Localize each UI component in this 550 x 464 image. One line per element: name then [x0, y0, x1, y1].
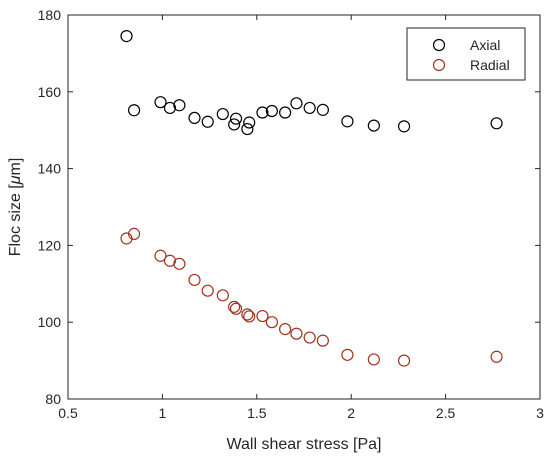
radial-point	[316, 334, 329, 347]
legend-box	[406, 27, 526, 81]
x-axis-label: Wall shear stress [Pa]	[226, 436, 381, 453]
x-tick-label: 2	[347, 405, 355, 421]
radial-point	[265, 316, 279, 329]
axial-point	[154, 96, 167, 109]
data-points	[120, 30, 503, 367]
radial-point	[241, 308, 254, 321]
radial-point	[243, 310, 256, 323]
axial-point	[120, 30, 133, 43]
axial-point	[290, 97, 303, 110]
series-radial	[120, 227, 503, 367]
y-tick-label: 140	[38, 161, 62, 177]
axial-point	[229, 112, 243, 125]
y-tick-label: 160	[38, 84, 62, 100]
axial-point	[303, 101, 316, 115]
y-tick-label: 80	[45, 391, 61, 407]
radial-point	[127, 227, 141, 240]
axial-point	[243, 116, 256, 129]
radial-point	[201, 284, 214, 297]
axial-point	[188, 111, 201, 125]
axial-point	[201, 115, 214, 128]
radial-point	[216, 289, 229, 302]
legend-label-axial: Axial	[470, 37, 500, 53]
axial-point	[367, 119, 380, 132]
radial-point	[279, 323, 292, 336]
x-tick-label: 2.5	[436, 405, 456, 421]
radial-point	[173, 257, 186, 270]
y-axis-label: Floc size [μm]	[7, 158, 24, 257]
radial-point	[188, 273, 201, 287]
radial-point	[229, 302, 243, 315]
legend: Axial Radial	[406, 27, 526, 81]
radial-point	[290, 327, 303, 340]
legend-marker-axial	[432, 38, 446, 52]
y-tick-label: 180	[38, 7, 62, 23]
axial-point	[316, 103, 329, 116]
axial-point	[127, 104, 141, 117]
series-axial	[120, 30, 503, 136]
axial-point	[241, 122, 254, 136]
axial-point	[397, 120, 411, 133]
radial-point	[341, 348, 354, 361]
axial-point	[216, 107, 229, 121]
axial-point	[490, 117, 503, 130]
axial-point	[228, 118, 241, 131]
axial-point	[173, 99, 186, 112]
legend-label-radial: Radial	[470, 57, 510, 73]
y-tick-label: 100	[38, 314, 62, 330]
radial-point	[303, 331, 316, 344]
y-tick-label: 120	[38, 237, 62, 253]
radial-point	[228, 300, 241, 313]
axial-point	[265, 104, 279, 118]
axial-point	[279, 106, 292, 119]
radial-point	[490, 350, 503, 363]
radial-point	[397, 354, 411, 367]
radial-point	[367, 353, 380, 366]
axis-ticks: 0.5 1 1.5 2 2.5 3 80 100 120 140 160 180	[38, 7, 544, 421]
axial-point	[341, 115, 354, 128]
axial-point	[256, 106, 269, 119]
x-tick-label: 1.5	[247, 405, 267, 421]
legend-marker-radial	[432, 58, 446, 72]
x-tick-label: 1	[159, 405, 167, 421]
radial-point	[256, 309, 269, 323]
radial-point	[154, 249, 167, 262]
x-tick-label: 3	[536, 405, 544, 421]
axial-point	[163, 101, 177, 115]
x-tick-label: 0.5	[58, 405, 78, 421]
